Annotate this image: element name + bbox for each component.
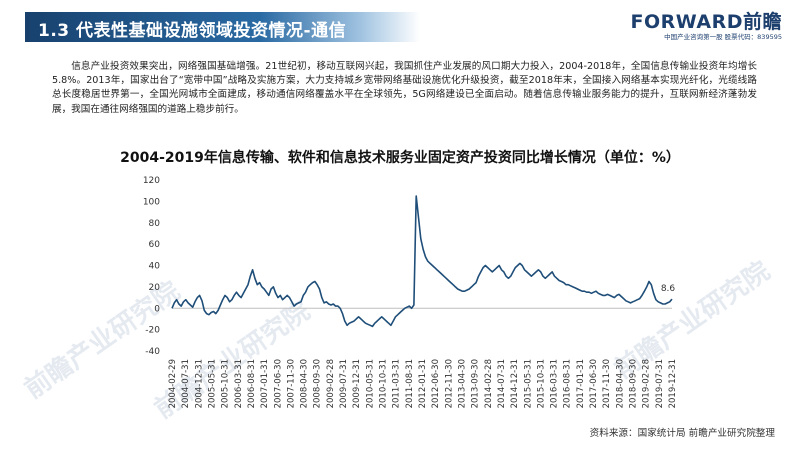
y-tick-label: -20 bbox=[145, 326, 160, 336]
line-chart: -40 -20 0 20 40 60 80 100 120 2004-02-29 2004-07-3… bbox=[143, 176, 678, 408]
header-accent bbox=[20, 12, 25, 42]
x-tick-label: 2012-11-30 bbox=[444, 359, 454, 408]
y-tick-label: 80 bbox=[149, 219, 161, 229]
x-tick-label: 2006-08-31 bbox=[247, 359, 257, 408]
x-tick-label: 2015-05-31 bbox=[523, 359, 533, 408]
x-tick-label: 2007-01-31 bbox=[260, 359, 270, 408]
y-tick-label: 120 bbox=[143, 176, 160, 186]
page-title: 1.3 代表性基础设施领域投资情况-通信 bbox=[38, 21, 347, 41]
end-data-label: 8.6 bbox=[661, 284, 676, 294]
series-line bbox=[171, 195, 673, 328]
header-accent-stripe bbox=[27, 12, 30, 42]
y-tick-label: 20 bbox=[149, 283, 161, 293]
x-tick-label: 2018-09-30 bbox=[629, 359, 639, 408]
x-tick-label: 2019-02-28 bbox=[642, 359, 652, 408]
header-bar: 1.3 代表性基础设施领域投资情况-通信 FORWARD前瞻 中国产业咨询第一股… bbox=[0, 0, 800, 50]
y-tick-label: 0 bbox=[154, 304, 160, 314]
y-tick-label: 60 bbox=[149, 240, 161, 250]
intro-paragraph: 信息产业投资效果突出，网络强国基础增强。21世纪初，移动互联网兴起，我国抓住产业… bbox=[52, 61, 757, 115]
brand-logo: FORWARD前瞻 中国产业咨询第一股 股票代码：839595 bbox=[631, 12, 782, 42]
x-tick-label: 2010-10-31 bbox=[379, 359, 389, 408]
x-tick-label: 2004-12-31 bbox=[194, 359, 204, 408]
y-tick-label: -40 bbox=[145, 347, 160, 357]
x-tick-label: 2012-01-31 bbox=[418, 359, 428, 408]
x-tick-label: 2017-01-31 bbox=[576, 359, 586, 408]
x-tick-label: 2017-11-30 bbox=[602, 359, 612, 408]
x-tick-label: 2014-12-31 bbox=[510, 359, 520, 408]
x-tick-label: 2013-04-30 bbox=[457, 359, 467, 408]
logo-text: FORWARD前瞻 bbox=[630, 11, 782, 33]
x-tick-label: 2014-07-31 bbox=[497, 359, 507, 408]
x-tick-label: 2005-10-31 bbox=[221, 359, 231, 408]
x-tick-label: 2009-02-28 bbox=[326, 359, 336, 408]
x-tick-label: 2008-09-30 bbox=[313, 359, 323, 408]
header-title-box bbox=[20, 12, 420, 42]
logo-subtitle: 中国产业咨询第一股 股票代码：839595 bbox=[664, 33, 782, 41]
x-tick-label: 2009-07-31 bbox=[339, 359, 349, 408]
x-tick-label: 2004-02-29 bbox=[168, 359, 178, 408]
source-note: 资料来源：国家统计局 前瞻产业研究院整理 bbox=[589, 428, 775, 439]
x-tick-label: 2015-10-31 bbox=[536, 359, 546, 408]
x-tick-label: 2014-02-28 bbox=[484, 359, 494, 408]
x-tick-label: 2007-11-30 bbox=[286, 359, 296, 408]
x-tick-label: 2009-12-31 bbox=[352, 359, 362, 408]
x-tick-label: 2019-12-31 bbox=[668, 359, 678, 408]
x-tick-label: 2013-09-30 bbox=[471, 359, 481, 408]
x-tick-label: 2008-04-30 bbox=[300, 359, 310, 408]
y-tick-label: 100 bbox=[143, 197, 160, 207]
x-tick-label: 2018-04-30 bbox=[615, 359, 625, 408]
x-tick-label: 2004-07-31 bbox=[181, 359, 191, 408]
x-tick-label: 2017-06-30 bbox=[589, 359, 599, 408]
x-tick-label: 2005-05-31 bbox=[207, 359, 217, 408]
x-tick-label: 2007-06-30 bbox=[273, 359, 283, 408]
x-tick-label: 2006-03-31 bbox=[234, 359, 244, 408]
y-tick-label: 40 bbox=[149, 262, 161, 272]
x-tick-label: 2011-08-31 bbox=[405, 359, 415, 408]
x-tick-label: 2016-03-31 bbox=[550, 359, 560, 408]
x-tick-label: 2016-08-31 bbox=[563, 359, 573, 408]
x-tick-label: 2011-03-31 bbox=[392, 359, 402, 408]
x-tick-label: 2019-07-31 bbox=[655, 359, 665, 408]
chart-title: 2004-2019年信息传输、软件和信息技术服务业固定资产投资同比增长情况（单位… bbox=[120, 150, 680, 166]
x-tick-label: 2010-05-31 bbox=[365, 359, 375, 408]
x-tick-label: 2012-06-30 bbox=[431, 359, 441, 408]
